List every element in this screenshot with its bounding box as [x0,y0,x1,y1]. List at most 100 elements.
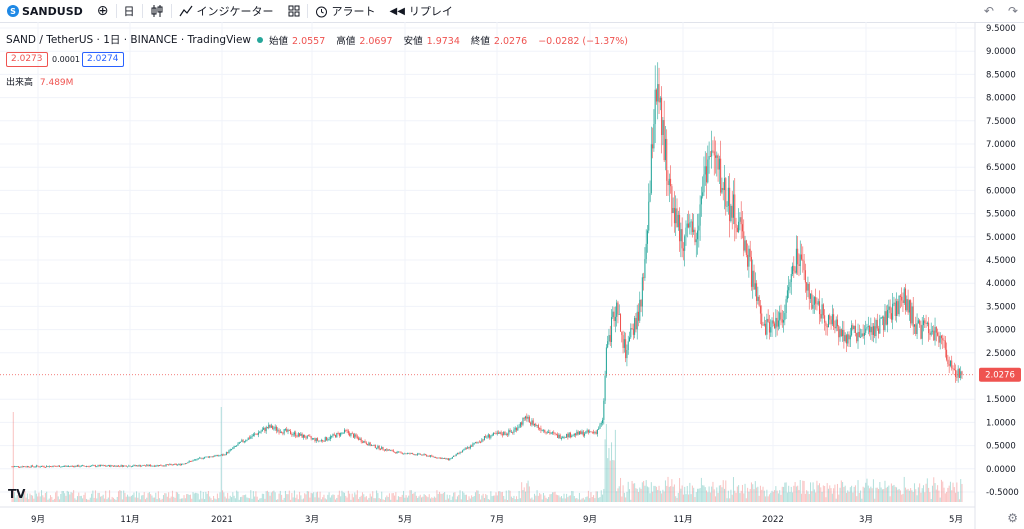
volume-bar [605,424,607,502]
candle-body [893,302,895,304]
open-value: 2.0557 [292,35,326,47]
volume-bar [753,489,755,502]
volume-bar [93,497,95,502]
volume-bar [391,493,393,502]
candle-body [207,456,209,458]
candle-body [173,463,175,466]
candle-body [473,443,475,444]
volume-bar [422,496,424,502]
volume-bar [227,492,229,502]
bid-price-box[interactable]: 2.0273 [6,52,48,67]
volume-bar [337,494,339,502]
candle-body [25,466,27,468]
undo-icon[interactable]: ↶ [983,4,994,18]
volume-bar [133,492,135,502]
volume-bar [608,448,610,502]
candle-body [961,371,963,375]
candle-body [129,465,131,467]
symbol-search-button[interactable]: S SANDUSD [0,0,90,22]
candle-body [504,431,506,435]
candle-body [906,299,908,311]
candle-body [905,288,907,311]
volume-bar [204,499,206,502]
volume-bar [28,499,30,502]
candle-body [48,466,50,467]
candle-body [915,324,917,335]
volume-bar [616,491,618,502]
volume-bar [612,460,614,502]
candle-body [686,223,688,228]
volume-bar [727,490,729,502]
chart-type-button[interactable] [143,0,171,22]
volume-bar [270,492,272,502]
legend-title[interactable]: SAND / TetherUS · 1日 · BINANCE · Trading… [6,34,252,46]
volume-bar [907,488,909,502]
price-axis[interactable]: 9.50009.00008.50008.00007.50007.00006.50… [986,24,1019,498]
ask-price-box[interactable]: 2.0274 [82,52,124,67]
volume-bar [748,491,750,502]
candle-body [640,299,642,307]
candle-body [702,192,704,197]
candle-body [607,341,609,348]
candle-body [202,458,204,460]
volume-bar [934,483,936,502]
candle-body [789,281,791,288]
candle-body [631,328,633,329]
candle-body [51,466,53,468]
volume-bar [635,488,637,502]
volume-bar [460,499,462,502]
replay-button[interactable]: ◀◀ リプレイ [383,0,460,22]
layout-button[interactable] [281,0,307,22]
candle-body [231,449,233,450]
volume-bar [910,488,912,502]
volume-bar [535,495,537,502]
candle-body [672,207,674,214]
candle-body [879,318,881,334]
candle-body [786,290,788,300]
indicators-button[interactable]: インジケーター [172,0,281,22]
volume-bar [844,485,846,502]
alert-button[interactable]: アラート [308,0,383,22]
candle-body [278,429,280,433]
volume-bar [78,492,80,502]
candle-body [46,465,48,468]
candle-body [770,327,772,333]
volume-bar [717,492,719,502]
candle-body [673,207,675,224]
candle-body [928,322,930,334]
volume-bar [532,499,534,502]
candle-body [745,240,747,255]
volume-bar [834,484,836,502]
candle-body [482,439,484,441]
volume-bar [786,492,788,502]
volume-bar [11,497,13,502]
candle-body [860,336,862,338]
candle-body [516,428,518,431]
volume-bar [495,492,497,502]
volume-bar [455,499,457,502]
volume-bar [878,488,880,502]
volume-bar [596,491,598,502]
volume-bar [958,499,960,502]
volume-bar [385,497,387,502]
redo-icon[interactable]: ↷ [1007,4,1018,18]
volume-bar [658,485,660,502]
compare-add-button[interactable]: ⊕ [90,0,116,22]
candle-body [684,236,686,251]
volume-bar [548,497,550,502]
interval-button[interactable]: 日 [117,0,142,22]
candle-body [318,440,320,442]
candle-body [668,178,670,186]
time-axis[interactable]: 9月 11月 2021 3月 5月 7月 9月 11月 2022 3月 5月 [0,506,975,525]
price-chart[interactable]: 9.50009.00008.50008.00007.50007.00006.50… [0,22,1024,529]
gear-icon[interactable]: ⚙ [1007,511,1018,525]
candle-body [483,436,485,440]
candle-body [446,458,448,460]
tradingview-logo[interactable]: TV [8,487,26,501]
volume-bar [56,490,58,502]
candle-body [114,465,116,467]
candle-body [489,434,491,438]
volume-bar [170,496,172,502]
volume-bar [29,493,31,502]
candle-body [246,439,248,441]
